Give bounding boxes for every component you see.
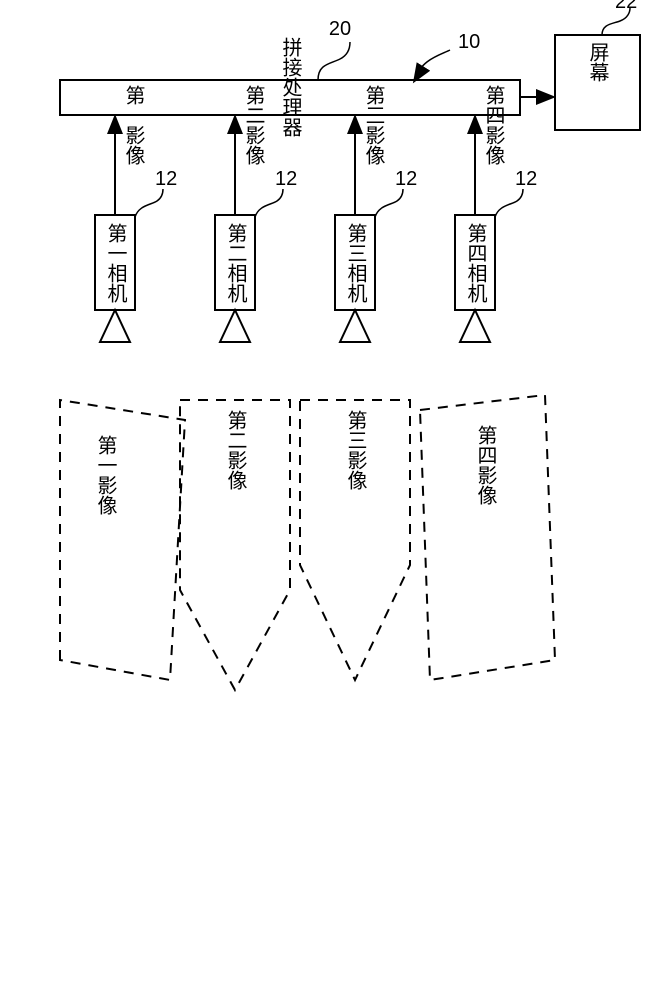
- cameras-group: 第一影像第一相机 12 第二影像第二相机 12 第三影像第三相机 12 第四影像第四相机 12: [95, 85, 537, 342]
- camera-ref-number: 12: [155, 168, 177, 190]
- camera-label: 第二相机: [224, 223, 247, 303]
- screen-label: 屏幕: [586, 42, 609, 82]
- dashed-image-label: 第三影像: [344, 410, 367, 490]
- dashed-image-region: [60, 400, 185, 680]
- dashed-image-label: 第四影像: [474, 425, 497, 505]
- camera-ref-number: 12: [275, 168, 297, 190]
- camera-label: 第三相机: [344, 223, 367, 303]
- dashed-shapes-group: 第一影像 第二影像 第三影像 第四影像: [60, 395, 555, 690]
- camera-lens-icon: [100, 310, 130, 342]
- camera-ref-leader: [375, 189, 403, 217]
- camera-image-label: 第一影像: [122, 85, 145, 165]
- dashed-image-label: 第一影像: [94, 435, 117, 515]
- camera-ref-number: 12: [395, 168, 417, 190]
- system-ref-number: 10: [458, 31, 480, 53]
- camera-lens-icon: [220, 310, 250, 342]
- camera-ref-leader: [255, 189, 283, 217]
- camera-label: 第一相机: [104, 223, 127, 303]
- system-ref-leader: [415, 50, 450, 80]
- camera-lens-icon: [460, 310, 490, 342]
- camera-image-label: 第四影像: [482, 85, 505, 165]
- camera-image-label: 第二影像: [242, 85, 265, 165]
- processor-ref-number: 20: [329, 18, 351, 40]
- diagram-canvas: 拼接处理器 20 10 屏幕 22 第一影像第一相机12第二影像第二相机12第三…: [0, 0, 649, 1000]
- camera-label: 第四相机: [464, 223, 487, 303]
- camera-ref-number: 12: [515, 168, 537, 190]
- camera-ref-leader: [135, 189, 163, 217]
- processor-label: 拼接处理器: [279, 37, 302, 137]
- camera-image-label: 第三影像: [362, 85, 385, 165]
- camera-ref-leader: [495, 189, 523, 217]
- screen-ref-number: 22: [615, 0, 637, 13]
- dashed-image-label: 第二影像: [224, 410, 247, 490]
- camera-lens-icon: [340, 310, 370, 342]
- processor-ref-leader: [318, 42, 350, 80]
